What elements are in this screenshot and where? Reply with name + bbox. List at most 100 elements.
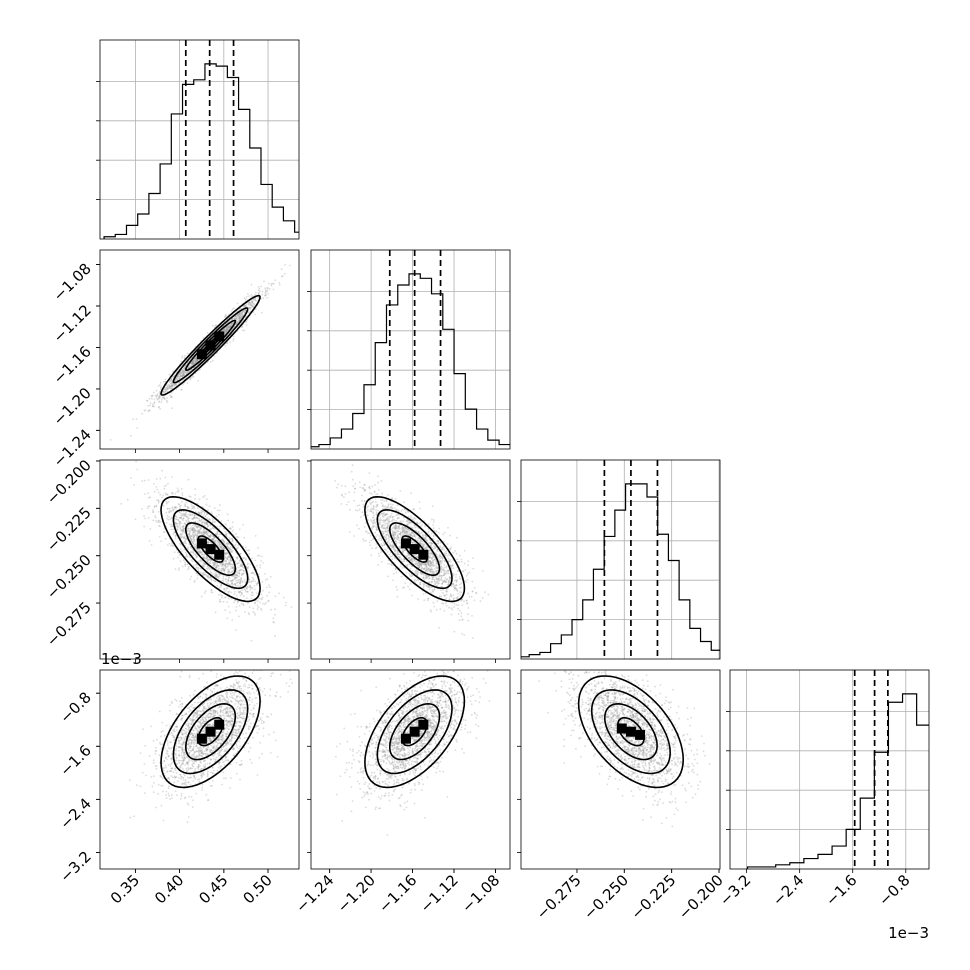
sample-point bbox=[161, 392, 164, 395]
sample-point bbox=[176, 376, 178, 378]
sample-point bbox=[193, 536, 195, 538]
sample-point bbox=[416, 539, 419, 542]
sample-point bbox=[240, 568, 243, 571]
sample-point bbox=[170, 382, 173, 384]
sample-point bbox=[203, 531, 205, 534]
sample-point bbox=[184, 371, 187, 374]
sample-point bbox=[375, 509, 377, 512]
sample-point bbox=[210, 555, 213, 558]
sample-point bbox=[261, 311, 263, 314]
sample-point bbox=[186, 515, 189, 518]
sample-point bbox=[179, 516, 182, 519]
density-peak bbox=[205, 340, 216, 351]
sample-point bbox=[188, 533, 190, 535]
sample-point bbox=[367, 486, 370, 489]
sample-point bbox=[242, 604, 245, 607]
sample-point bbox=[158, 519, 161, 522]
sample-point bbox=[384, 528, 387, 531]
contour-level bbox=[184, 522, 237, 576]
sample-point bbox=[235, 556, 238, 559]
sample-point bbox=[178, 553, 181, 556]
sample-point bbox=[170, 378, 173, 380]
sample-point bbox=[194, 358, 197, 361]
sample-point bbox=[244, 309, 247, 312]
sample-point bbox=[225, 331, 228, 334]
sample-point bbox=[409, 574, 412, 577]
sample-point bbox=[257, 546, 259, 549]
sample-point bbox=[162, 390, 165, 393]
sample-point bbox=[238, 317, 241, 320]
sample-point bbox=[136, 427, 139, 429]
sample-point bbox=[167, 387, 170, 390]
sample-point bbox=[408, 557, 411, 560]
sample-point bbox=[192, 361, 195, 364]
sample-point bbox=[207, 568, 209, 570]
sample-point bbox=[157, 491, 160, 494]
sample-point bbox=[244, 310, 247, 312]
panel-frame bbox=[99, 459, 300, 660]
sample-point bbox=[246, 563, 249, 566]
scatter-panel-2-1 bbox=[307, 459, 511, 663]
sample-point bbox=[278, 283, 281, 286]
sample-point bbox=[156, 499, 158, 502]
sample-point bbox=[174, 383, 176, 386]
sample-point bbox=[175, 378, 178, 380]
sample-point bbox=[230, 597, 233, 600]
sample-point bbox=[219, 586, 222, 588]
sample-point bbox=[195, 525, 198, 528]
sample-point bbox=[196, 360, 199, 362]
sample-point bbox=[248, 306, 250, 309]
sample-point bbox=[406, 533, 409, 536]
sample-point bbox=[236, 562, 239, 564]
sample-point bbox=[233, 577, 236, 579]
sample-point bbox=[192, 540, 194, 543]
sample-point bbox=[208, 558, 211, 561]
sample-point bbox=[157, 500, 160, 503]
sample-point bbox=[236, 318, 238, 321]
sample-point bbox=[206, 559, 209, 561]
sample-point bbox=[229, 611, 231, 614]
sample-point bbox=[184, 497, 187, 499]
sample-point bbox=[245, 324, 248, 326]
sample-point bbox=[253, 303, 255, 305]
sample-point bbox=[219, 598, 221, 601]
sample-point bbox=[200, 595, 203, 598]
sample-point bbox=[164, 378, 167, 381]
sample-point bbox=[386, 525, 389, 528]
sample-point bbox=[192, 359, 195, 362]
sample-point bbox=[191, 507, 193, 510]
sample-point bbox=[220, 584, 223, 587]
sample-point bbox=[241, 325, 244, 328]
sample-point bbox=[370, 554, 373, 557]
sample-point bbox=[153, 483, 155, 485]
sample-point bbox=[225, 330, 228, 333]
sample-point bbox=[222, 540, 225, 543]
sample-point bbox=[433, 579, 436, 581]
sample-point bbox=[249, 307, 252, 309]
sample-point bbox=[256, 554, 259, 557]
sample-point bbox=[232, 307, 235, 309]
sample-point bbox=[230, 565, 233, 568]
sample-point bbox=[120, 502, 123, 505]
sample-point bbox=[209, 360, 212, 363]
sample-point bbox=[448, 598, 451, 601]
sample-point bbox=[228, 597, 231, 600]
sample-point bbox=[396, 538, 399, 541]
sample-point bbox=[439, 555, 442, 558]
sample-point bbox=[202, 564, 205, 567]
sample-point bbox=[196, 535, 199, 537]
sample-point bbox=[200, 533, 203, 536]
sample-point bbox=[217, 564, 220, 567]
sample-point bbox=[195, 356, 198, 359]
sample-point bbox=[179, 376, 181, 378]
sample-point bbox=[184, 505, 187, 508]
sample-point bbox=[385, 519, 388, 521]
sample-point bbox=[406, 530, 408, 533]
sample-point bbox=[235, 323, 238, 326]
sample-point bbox=[170, 378, 173, 381]
sample-point bbox=[369, 503, 372, 506]
sample-point bbox=[234, 574, 237, 576]
sample-point bbox=[192, 362, 195, 365]
sample-point bbox=[337, 483, 339, 486]
sample-point bbox=[438, 575, 440, 578]
